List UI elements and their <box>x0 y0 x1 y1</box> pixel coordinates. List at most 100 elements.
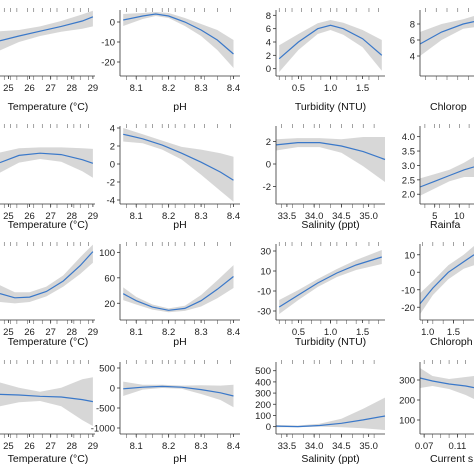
y-tick-label: -20 <box>401 303 415 314</box>
y-tick-label: 6 <box>266 24 271 35</box>
y-tick-label: -2 <box>107 178 115 189</box>
x-tick-label: 8.1 <box>130 327 143 338</box>
x-tick-label: 34.5 <box>332 211 351 222</box>
y-tick-label: 0 <box>266 422 271 433</box>
x-tick-label: 28 <box>66 441 77 452</box>
y-tick-label: 300 <box>255 389 271 400</box>
y-tick-label: 4 <box>110 124 115 135</box>
x-axis-title: Turbidity (NTU) <box>295 336 366 348</box>
x-tick-label: 27 <box>45 327 56 338</box>
x-axis-title: pH <box>173 336 186 348</box>
y-tick-label: 100 <box>399 416 415 427</box>
x-tick-label: 25 <box>3 83 14 94</box>
x-axis-title: Temperature (°C) <box>8 336 89 348</box>
x-tick-label: 28 <box>66 83 77 94</box>
x-tick-label: 8.1 <box>130 441 143 452</box>
x-tick-label: 25 <box>3 441 14 452</box>
y-tick-label: 2 <box>266 137 271 148</box>
x-tick-label: 8.2 <box>162 83 175 94</box>
x-tick-label: 8.4 <box>227 441 240 452</box>
y-tick-label: -20 <box>101 58 115 69</box>
y-tick-label: -2 <box>263 182 271 193</box>
confidence-band <box>420 16 474 56</box>
panel-3: 0 2 4 6 8 0.5 1.0 1.5 Turbidity (NTU) <box>266 8 385 113</box>
x-axis-title: Current s <box>430 453 473 465</box>
x-axis-title: Temperature (°C) <box>8 219 89 231</box>
y-tick-label: 2 <box>110 142 115 153</box>
panel-1: 25 26 27 28 29 Temperature (°C) <box>0 8 98 113</box>
x-tick-label: 28 <box>66 327 77 338</box>
x-tick-label: 8.4 <box>227 211 240 222</box>
x-tick-label: 8.2 <box>162 441 175 452</box>
fitted-curve <box>275 415 386 428</box>
x-tick-label: 8.2 <box>162 211 175 222</box>
x-tick-label: 26 <box>24 211 35 222</box>
x-tick-label: 27 <box>45 211 56 222</box>
fitted-curve <box>419 166 474 188</box>
x-axis-title: Turbidity (NTU) <box>295 101 366 113</box>
y-tick-label: -10 <box>101 38 115 49</box>
y-tick-label: 3.0 <box>402 161 415 172</box>
x-tick-label: 8.3 <box>194 83 207 94</box>
x-tick-label: 8.3 <box>194 441 207 452</box>
y-tick-label: 0 <box>110 18 115 29</box>
x-tick-label: 8.4 <box>227 327 240 338</box>
y-tick-label: 4 <box>410 52 415 63</box>
x-tick-label: 29 <box>88 441 99 452</box>
confidence-band <box>0 377 93 426</box>
x-tick-label: 34.0 <box>305 211 324 222</box>
y-tick-label: 60 <box>104 273 115 284</box>
x-tick-label: 34.5 <box>332 441 351 452</box>
x-tick-label: 26 <box>24 83 35 94</box>
x-axis-title: Temperature (°C) <box>8 453 89 465</box>
y-tick-label: 6 <box>410 36 415 47</box>
x-tick-label: 1.5 <box>356 327 369 338</box>
fitted-curve <box>0 152 94 164</box>
x-tick-label: 8.3 <box>194 327 207 338</box>
y-tick-label: -500 <box>96 404 115 415</box>
y-tick-label: 8 <box>410 20 415 31</box>
x-tick-label: 27 <box>45 83 56 94</box>
panel-14: 500 0 -500 -1000 8.1 8.2 8.3 8.4 pH <box>91 360 240 465</box>
y-tick-label: 0 <box>110 160 115 171</box>
y-tick-label: 2 <box>266 51 271 62</box>
confidence-band <box>279 250 382 314</box>
y-tick-label: 200 <box>255 400 271 411</box>
y-tick-label: -10 <box>257 287 271 298</box>
y-tick-label: 100 <box>99 248 115 259</box>
x-tick-label: 0.11 <box>448 441 466 452</box>
x-axis-title: Temperature (°C) <box>8 101 89 113</box>
confidence-band <box>276 397 385 430</box>
confidence-band <box>0 147 93 178</box>
x-tick-label: 25 <box>3 211 14 222</box>
confidence-band <box>0 10 93 51</box>
x-tick-label: 1.5 <box>447 327 460 338</box>
x-tick-label: 26 <box>24 441 35 452</box>
x-tick-label: 0.07 <box>415 441 434 452</box>
x-tick-label: 10 <box>454 211 465 222</box>
y-tick-label: 30 <box>260 247 271 258</box>
confidence-band <box>279 20 382 72</box>
y-tick-label: 300 <box>399 376 415 387</box>
fitted-curve <box>123 385 234 397</box>
x-axis-title: Chlorop <box>430 101 467 113</box>
x-tick-label: 1.0 <box>324 83 337 94</box>
x-tick-label: 5 <box>432 211 437 222</box>
confidence-band <box>123 12 234 68</box>
x-axis-title: Rainfa <box>430 219 461 231</box>
panel-2: 0 -10 -20 8.1 8.2 8.3 8.4 pH <box>101 8 240 113</box>
y-tick-label: -1000 <box>91 424 115 435</box>
x-axis-title: pH <box>173 219 186 231</box>
x-tick-label: 25 <box>3 327 14 338</box>
fitted-curve <box>123 13 234 55</box>
y-tick-label: 4 <box>266 38 271 49</box>
fitted-curve <box>0 251 94 299</box>
x-axis-title: pH <box>173 101 186 113</box>
y-tick-label: 8 <box>266 11 271 22</box>
